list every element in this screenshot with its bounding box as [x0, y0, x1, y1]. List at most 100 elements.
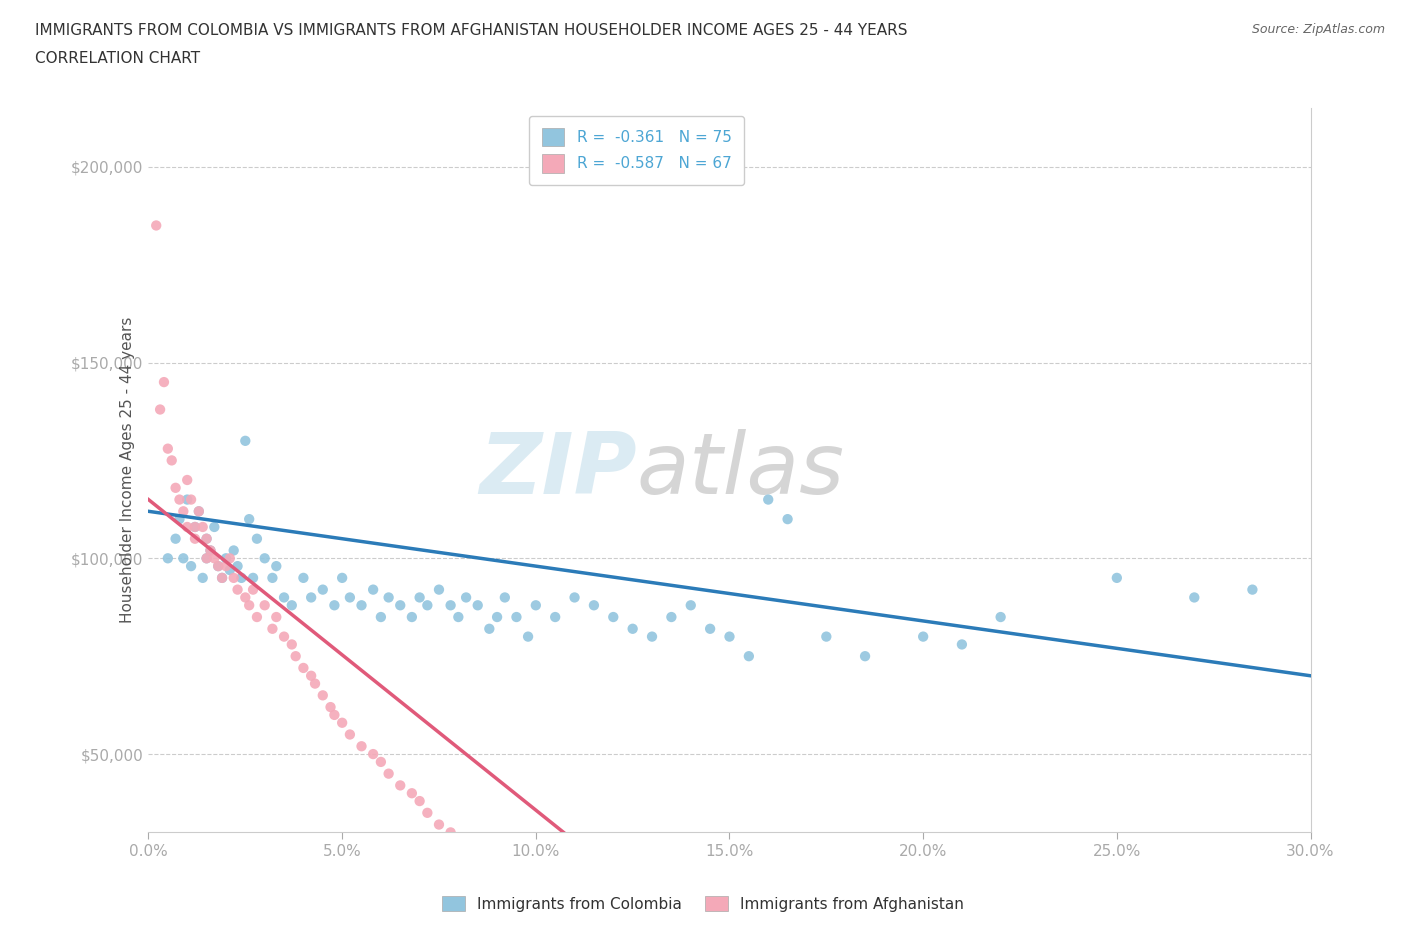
Point [323, 708, 346, 723]
Point [853, 649, 876, 664]
Point [319, 699, 342, 714]
Text: IMMIGRANTS FROM COLOMBIA VS IMMIGRANTS FROM AFGHANISTAN HOUSEHOLDER INCOME AGES : IMMIGRANTS FROM COLOMBIA VS IMMIGRANTS F… [35, 23, 908, 38]
Point [207, 559, 229, 574]
Point [176, 472, 198, 487]
Point [912, 630, 935, 644]
Point [447, 832, 470, 847]
Point [950, 637, 973, 652]
Point [180, 492, 202, 507]
Point [361, 747, 384, 762]
Point [246, 531, 269, 546]
Point [401, 609, 423, 624]
Point [370, 609, 392, 624]
Point [284, 649, 307, 664]
Point [222, 570, 245, 585]
Point [176, 492, 198, 507]
Point [226, 582, 249, 597]
Point [350, 738, 373, 753]
Point [226, 559, 249, 574]
Point [233, 433, 256, 448]
Point [439, 598, 461, 613]
Point [191, 570, 214, 585]
Point [323, 598, 346, 613]
Point [718, 630, 741, 644]
Point [408, 793, 430, 808]
Point [564, 896, 586, 910]
Point [990, 609, 1012, 624]
Point [1182, 590, 1205, 604]
Point [427, 582, 450, 597]
Point [312, 582, 335, 597]
Point [238, 512, 260, 526]
Point [238, 598, 260, 613]
Point [187, 504, 209, 519]
Point [195, 551, 218, 565]
Point [160, 453, 183, 468]
Point [187, 504, 209, 519]
Point [172, 551, 194, 565]
Point [494, 590, 516, 604]
Point [211, 570, 233, 585]
Point [517, 630, 540, 644]
Point [544, 609, 567, 624]
Point [478, 621, 501, 636]
Point [172, 504, 194, 519]
Point [222, 543, 245, 558]
Point [467, 598, 489, 613]
Point [661, 609, 683, 624]
Point [242, 570, 264, 585]
Point [486, 609, 509, 624]
Point [524, 598, 547, 613]
Point [281, 598, 304, 613]
Point [242, 582, 264, 597]
Point [246, 609, 269, 624]
Text: Source: ZipAtlas.com: Source: ZipAtlas.com [1251, 23, 1385, 36]
Point [266, 559, 288, 574]
Text: CORRELATION CHART: CORRELATION CHART [35, 51, 200, 66]
Point [218, 551, 240, 565]
Point [339, 727, 361, 742]
Text: ZIP: ZIP [479, 429, 637, 512]
Point [447, 609, 470, 624]
Point [184, 531, 207, 546]
Legend: R =  -0.361   N = 75, R =  -0.587   N = 67: R = -0.361 N = 75, R = -0.587 N = 67 [529, 115, 744, 185]
Point [253, 551, 276, 565]
Point [184, 520, 207, 535]
Y-axis label: Householder Income Ages 25 - 44 years: Householder Income Ages 25 - 44 years [120, 317, 135, 623]
Point [211, 570, 233, 585]
Point [312, 688, 335, 703]
Text: atlas: atlas [637, 429, 845, 512]
Point [195, 531, 218, 546]
Point [370, 754, 392, 769]
Point [266, 609, 288, 624]
Point [427, 817, 450, 832]
Point [524, 872, 547, 887]
Point [416, 805, 439, 820]
Point [215, 551, 238, 565]
Point [602, 609, 624, 624]
Point [299, 590, 322, 604]
Point [273, 590, 295, 604]
Point [621, 923, 644, 930]
Point [389, 598, 412, 613]
Point [180, 559, 202, 574]
Point [582, 903, 605, 918]
Point [292, 570, 315, 585]
Point [202, 551, 225, 565]
Point [176, 520, 198, 535]
Point [304, 676, 326, 691]
Point [564, 590, 586, 604]
Point [815, 630, 838, 644]
Point [156, 441, 179, 456]
Point [195, 531, 218, 546]
Point [486, 857, 509, 871]
Point [231, 570, 253, 585]
Point [756, 492, 779, 507]
Point [207, 559, 229, 574]
Point [281, 637, 304, 652]
Legend: Immigrants from Colombia, Immigrants from Afghanistan: Immigrants from Colombia, Immigrants fro… [436, 889, 970, 918]
Point [169, 512, 191, 526]
Point [253, 598, 276, 613]
Point [408, 590, 430, 604]
Point [456, 590, 478, 604]
